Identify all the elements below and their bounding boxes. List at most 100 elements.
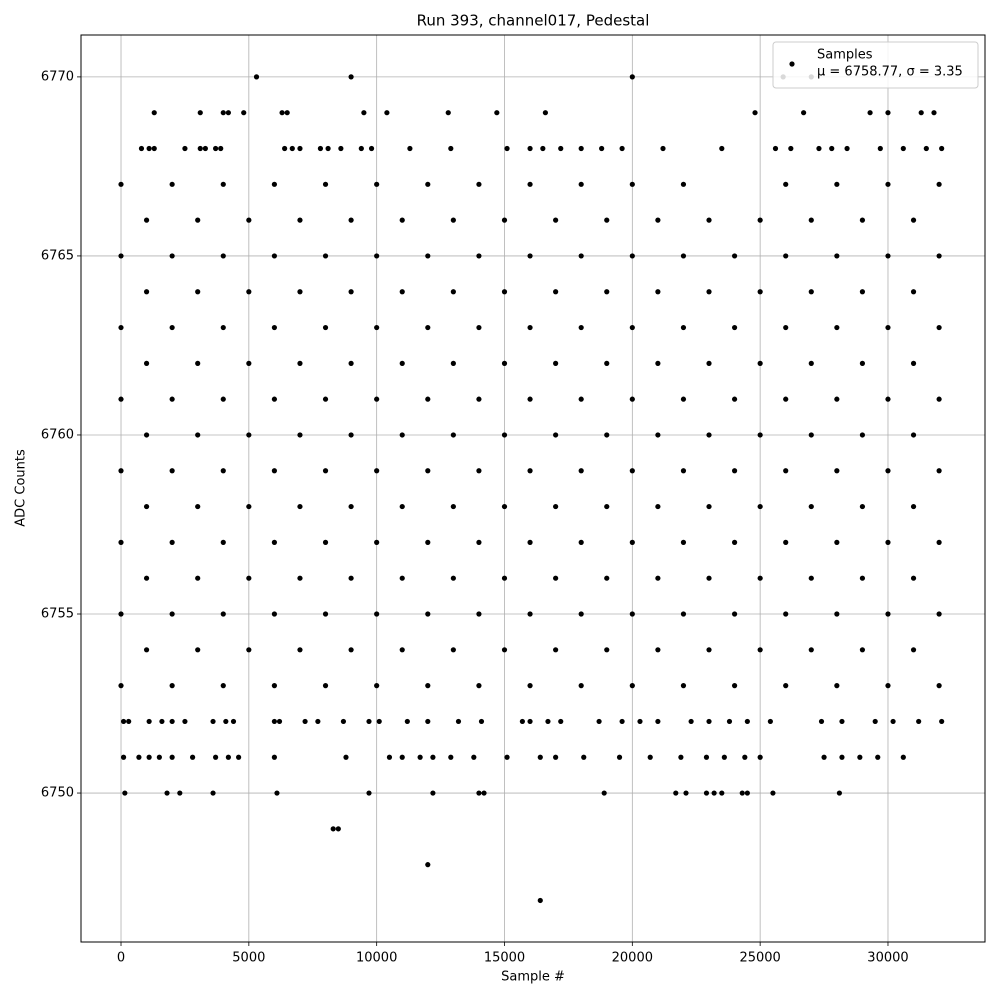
sample-point	[829, 145, 835, 152]
sample-point	[322, 611, 329, 617]
sample-point	[120, 718, 127, 725]
sample-point	[936, 181, 942, 187]
sample-point	[706, 503, 712, 510]
sample-point	[867, 110, 873, 116]
sample-point	[374, 468, 380, 474]
sample-point	[604, 360, 610, 366]
sample-point	[885, 110, 891, 116]
sample-point	[540, 145, 546, 152]
sample-point	[425, 718, 431, 725]
sample-point	[450, 432, 456, 438]
sample-point	[680, 324, 687, 331]
sample-point	[143, 503, 150, 510]
sample-point	[284, 110, 290, 116]
sample-point	[501, 289, 508, 295]
sample-point	[788, 145, 794, 152]
sample-point	[164, 790, 170, 796]
sample-point	[859, 432, 866, 438]
sample-point	[169, 539, 175, 545]
sample-point	[706, 718, 712, 725]
sample-point	[368, 145, 375, 152]
sample-point	[859, 575, 866, 581]
sample-point	[783, 324, 789, 331]
sample-point	[159, 718, 165, 725]
x-tick-label: 25000	[739, 951, 780, 966]
sample-point	[374, 611, 380, 617]
sample-point	[348, 74, 354, 80]
sample-point	[936, 324, 942, 331]
sample-point	[143, 647, 150, 653]
sample-point	[839, 754, 845, 760]
sample-point	[936, 683, 942, 689]
sample-point	[241, 110, 247, 116]
sample-point	[604, 503, 610, 510]
sample-point	[384, 110, 390, 116]
sample-point	[399, 503, 405, 510]
sample-point	[834, 683, 840, 689]
sample-point	[220, 396, 226, 402]
sample-point	[629, 324, 635, 331]
sample-point	[772, 145, 779, 152]
sample-point	[885, 396, 891, 402]
sample-point	[757, 575, 763, 581]
sample-point	[655, 217, 661, 223]
sample-point	[374, 683, 380, 689]
sample-point	[448, 145, 454, 152]
sample-point	[146, 754, 152, 760]
sample-point	[195, 289, 201, 295]
sample-point	[918, 110, 924, 116]
sample-point	[859, 289, 866, 295]
x-tick-label: 0	[117, 951, 125, 966]
sample-point	[374, 181, 380, 187]
sample-point	[399, 575, 405, 581]
sample-point	[476, 396, 482, 402]
sample-point	[501, 647, 508, 653]
sample-point	[182, 145, 188, 152]
sample-point	[195, 432, 201, 438]
sample-point	[425, 862, 431, 868]
sample-point	[274, 790, 280, 796]
sample-point	[936, 396, 942, 402]
sample-point	[297, 432, 303, 438]
sample-point	[739, 790, 745, 796]
sample-point	[619, 718, 625, 725]
sample-point	[757, 289, 763, 295]
sample-point	[246, 289, 252, 295]
sample-point	[450, 360, 456, 366]
sample-point	[210, 790, 216, 796]
sample-point	[872, 718, 878, 725]
sample-point	[936, 611, 942, 617]
sample-point	[317, 145, 324, 152]
sample-point	[376, 718, 382, 725]
sample-point	[910, 360, 917, 366]
sample-point	[143, 360, 150, 366]
sample-point	[553, 754, 559, 760]
sample-point	[721, 754, 727, 760]
sample-point	[923, 145, 929, 152]
sample-point	[246, 503, 252, 510]
sample-point	[476, 790, 482, 796]
sample-point	[680, 539, 687, 545]
sample-point	[783, 396, 789, 402]
sample-point	[604, 289, 610, 295]
sample-point	[169, 181, 175, 187]
sample-point	[143, 217, 150, 223]
sample-point	[425, 611, 431, 617]
sample-point	[660, 145, 666, 152]
sample-point	[757, 432, 763, 438]
sample-point	[504, 754, 510, 760]
sample-point	[629, 468, 635, 474]
sample-point	[322, 253, 329, 259]
sample-point	[220, 683, 226, 689]
sample-point	[726, 718, 733, 725]
plot-frame	[80, 34, 986, 943]
sample-point	[220, 468, 226, 474]
sample-point	[476, 683, 482, 689]
sample-point	[655, 503, 661, 510]
sample-point	[604, 217, 610, 223]
sample-point	[297, 145, 303, 152]
sample-point	[143, 432, 150, 438]
sample-point	[801, 110, 807, 116]
sample-point	[246, 575, 252, 581]
sample-point	[136, 754, 142, 760]
